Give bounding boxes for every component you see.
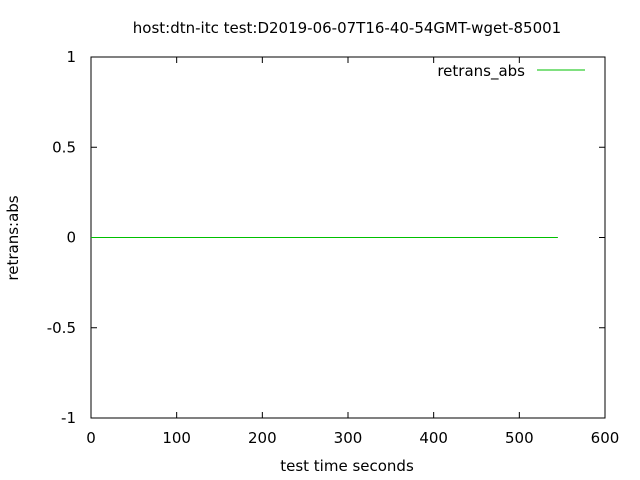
y-tick-label: -1 [61,409,76,427]
axis-ticks: 0 100 200 300 400 500 600 -1 -0.5 0 0.5 1 [47,48,620,447]
legend-label-retrans-abs: retrans_abs [437,62,525,81]
x-tick-label: 400 [419,429,448,447]
x-tick-label: 100 [162,429,191,447]
x-tick-label: 200 [248,429,277,447]
x-tick-label: 0 [86,429,96,447]
y-axis-label: retrans:abs [4,195,22,280]
x-tick-label: 600 [591,429,620,447]
y-tick-label: 0.5 [52,138,76,156]
y-tick-label: 0 [66,229,76,247]
legend: retrans_abs [437,62,585,81]
x-axis-label: test time seconds [280,457,414,475]
chart-title: host:dtn-itc test:D2019-06-07T16-40-54GM… [133,19,561,37]
x-tick-label: 500 [505,429,534,447]
y-tick-label: -0.5 [47,319,76,337]
x-tick-label: 300 [334,429,363,447]
y-tick-label: 1 [66,48,76,66]
